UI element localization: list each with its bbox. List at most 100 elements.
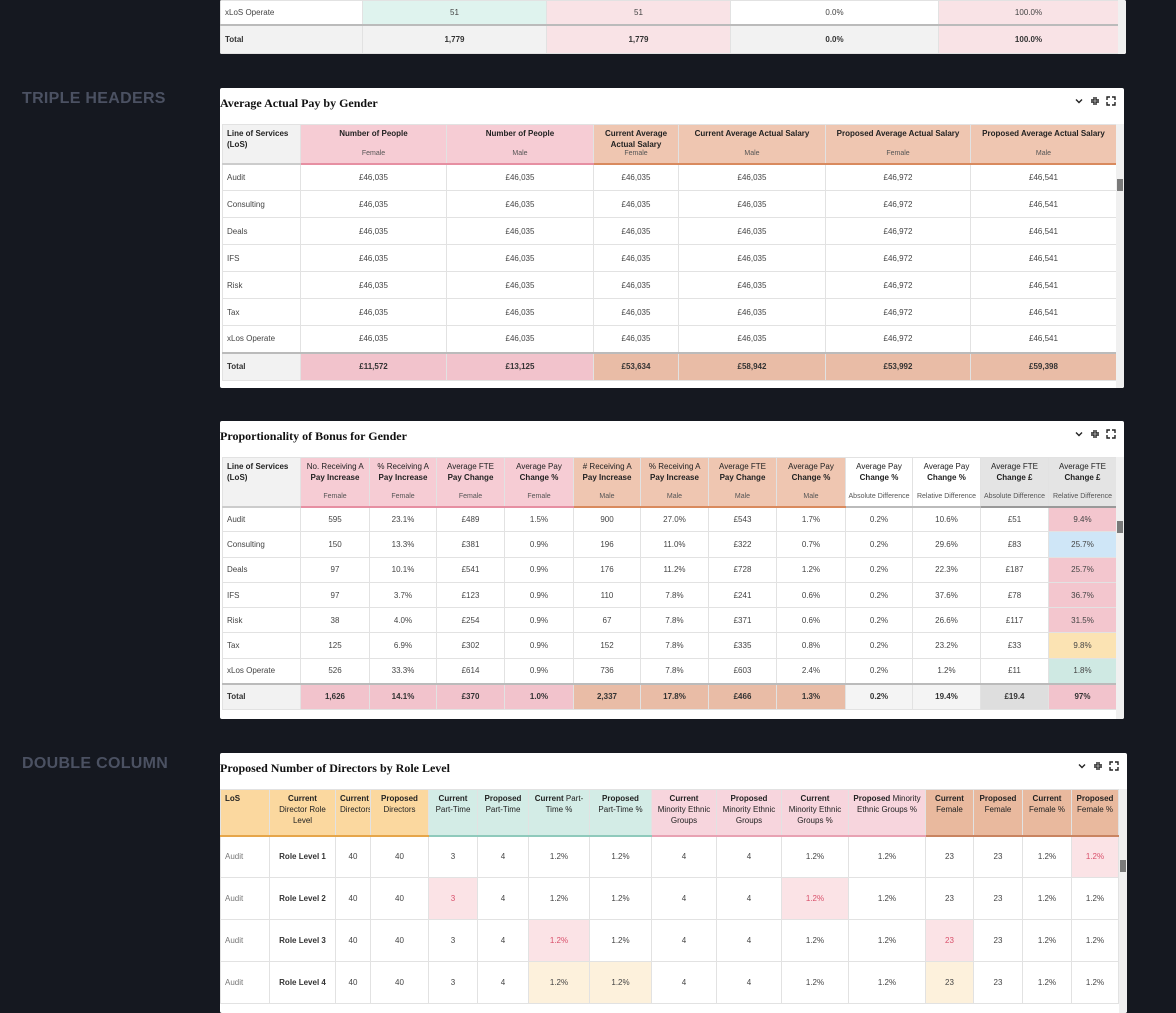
table-cell: 27.0% — [640, 505, 709, 533]
table-cell: £603 — [708, 657, 777, 685]
header-text: Current — [935, 794, 964, 803]
total-cell: 100.0% — [938, 23, 1119, 54]
table-cell: 1.2% — [1071, 919, 1119, 962]
header-text: Current — [1032, 794, 1062, 803]
header-text: Female % — [1076, 805, 1113, 814]
table-row: xLoS Operate 51 51 0.0% 100.0% — [220, 0, 1119, 25]
table-cell: 0.2% — [845, 657, 913, 685]
scroll-thumb[interactable] — [1117, 521, 1123, 534]
table-cell: 526 — [300, 657, 370, 685]
header-cell: Average Pay Change % Relative Difference — [912, 457, 981, 508]
data-table: Line of Services (LoS) No. Receiving A P… — [222, 457, 1117, 711]
header-sub: Female — [391, 492, 415, 500]
header-text: % Receiving A — [648, 462, 701, 471]
header-cell: Proposed Female % — [1071, 789, 1119, 837]
table-cell: 4 — [716, 835, 782, 878]
header-sub: Male — [599, 492, 615, 500]
icon[interactable] — [1109, 761, 1119, 771]
header-text: Pay Increase — [378, 473, 428, 482]
table-cell: £46,972 — [825, 163, 971, 191]
header-text: Average FTE — [719, 462, 766, 471]
toolbar — [1077, 761, 1119, 771]
scroll-thumb[interactable] — [1120, 860, 1126, 873]
table-cell: Consulting — [222, 190, 301, 218]
table-row: Risk 38 4.0% £254 0.9% 67 7.8% £371 0.6% 0.2% 26.6… — [222, 607, 1117, 634]
table-cell: 1.2% — [1071, 961, 1119, 1004]
table-cell: 3.7% — [369, 581, 437, 609]
header-sub: Female — [361, 149, 386, 157]
table-cell: 125 — [300, 632, 370, 659]
total-row: Total 1,779 1,779 0.0% 100.0% — [220, 23, 1119, 54]
header-cell: Proposed Directors — [370, 789, 429, 837]
table-cell: 40 — [370, 961, 429, 1004]
header-text: Pay Increase — [582, 473, 632, 482]
header-text: Average Pay — [923, 462, 970, 471]
table-cell: 23 — [925, 877, 974, 920]
header-sub: Male — [512, 149, 528, 157]
scrollbar[interactable] — [1116, 457, 1124, 719]
panel: Average Actual Pay by Gender Line of Serv… — [220, 88, 1124, 388]
icon[interactable] — [1106, 96, 1116, 106]
header-cell: Average FTE Change £ Relative Difference — [1048, 457, 1117, 508]
header-text: Proposed — [381, 794, 418, 803]
table-row: IFS £46,035 £46,035 £46,035 £46,035 £46,972 £4… — [222, 244, 1117, 272]
table-cell: 1.5% — [504, 505, 574, 533]
header-cell: % Receiving A Pay Increase Male — [640, 457, 709, 508]
header-text: Directors — [383, 805, 416, 814]
total-cell: £466 — [708, 682, 777, 711]
table-cell: £46,035 — [300, 190, 447, 218]
icon[interactable] — [1093, 761, 1103, 771]
header-cell: Average Pay Change % Absolute Difference — [845, 457, 913, 508]
table-cell: 0.9% — [504, 556, 574, 583]
total-cell: £370 — [436, 682, 505, 711]
scrollbar[interactable] — [1118, 0, 1126, 54]
table-cell: £46,035 — [593, 244, 679, 272]
header-cell: Average FTE Pay Change Male — [708, 457, 777, 508]
header-text: Pay Increase — [310, 473, 360, 482]
total-row: Total £11,572 £13,125 £53,634 £58,942 £53,992… — [222, 351, 1117, 381]
total-cell: 2,337 — [573, 682, 641, 711]
table-cell: Role Level 2 — [269, 877, 336, 920]
table-cell: £614 — [436, 657, 505, 685]
table-cell: 0.2% — [845, 581, 913, 609]
scrollbar[interactable] — [1119, 789, 1127, 1013]
table-cell: 7.8% — [640, 607, 709, 634]
header-text: # Receiving A — [582, 462, 632, 471]
table-cell: 10.6% — [912, 505, 981, 533]
scrollbar[interactable] — [1116, 124, 1124, 388]
icon[interactable] — [1090, 429, 1100, 439]
panel-title: Average Actual Pay by Gender — [220, 96, 378, 110]
icon[interactable] — [1106, 429, 1116, 439]
header-sub: Absolute Difference — [984, 492, 1045, 500]
header-text: Proposed — [602, 794, 639, 803]
header-cell: Current Average Actual Salary Male — [678, 124, 826, 165]
scroll-thumb[interactable] — [1117, 179, 1123, 192]
table-cell: 0.0% — [730, 0, 939, 25]
table-cell: 1.2% — [781, 877, 849, 920]
icon[interactable] — [1090, 96, 1100, 106]
table-cell: 0.9% — [504, 657, 574, 685]
header-cell: Proposed Minority Ethnic Groups — [716, 789, 782, 837]
table-cell: 23.1% — [369, 505, 437, 533]
header-row: Line of Services (LoS) Number of People … — [222, 124, 1117, 165]
icon[interactable] — [1077, 761, 1087, 771]
table-cell: £46,972 — [825, 244, 971, 272]
total-cell: £11,572 — [300, 351, 447, 381]
header-text: Current — [800, 794, 830, 803]
header-text: Current — [438, 794, 468, 803]
header-cell: % Receiving A Pay Increase Female — [369, 457, 437, 508]
table-cell: £33 — [980, 632, 1049, 659]
header-text: Pay Increase — [650, 473, 699, 482]
total-row: Total 1,626 14.1% £370 1.0% 2,337 17.8% £466 1.3… — [222, 682, 1117, 711]
icon[interactable] — [1074, 96, 1084, 106]
header-sub: Absolute Difference — [848, 492, 910, 500]
table-cell: £83 — [980, 531, 1049, 558]
table-row: Consulting £46,035 £46,035 £46,035 £46,035 £4… — [222, 190, 1117, 218]
icon[interactable] — [1074, 429, 1084, 439]
table-cell: 3 — [428, 877, 478, 920]
table-row: IFS 97 3.7% £123 0.9% 110 7.8% £241 0.6% 0.2% 37.6… — [222, 581, 1117, 609]
table-cell: 1.2% — [1022, 919, 1072, 962]
header-cell: Line of Services (LoS) — [222, 124, 301, 165]
